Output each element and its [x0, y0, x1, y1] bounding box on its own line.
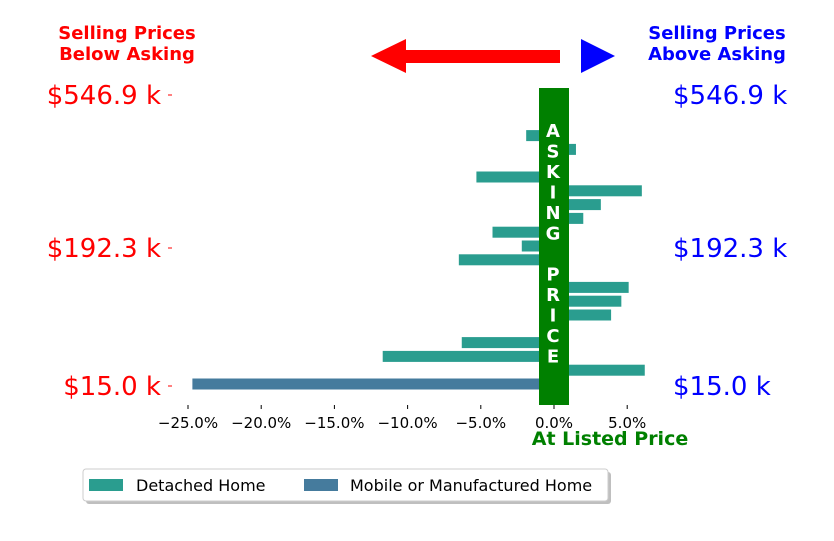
legend-swatch-detached — [89, 479, 123, 491]
x-axis: −25.0% −20.0% −15.0% −10.0% −5.0% 0.0% 5.0% — [158, 405, 646, 432]
right-price-top: $546.9 k — [673, 81, 787, 111]
at-listed-price-label: At Listed Price — [532, 428, 688, 450]
bar-0 — [192, 378, 554, 390]
bar-1 — [554, 364, 645, 376]
x-tick-label-4: −5.0% — [455, 414, 506, 432]
below-asking-line1: Selling Prices — [58, 23, 195, 44]
legend-box — [82, 468, 609, 502]
banner-letter-8: R — [546, 285, 560, 306]
bar-13 — [554, 199, 601, 211]
banner-letter-2: K — [546, 162, 561, 183]
asking-price-banner — [539, 88, 569, 405]
above-asking-line2: Above Asking — [648, 44, 786, 65]
legend-swatch-mobile — [304, 479, 338, 491]
below-asking-line2: Below Asking — [59, 44, 195, 65]
banner-letter-11: E — [547, 347, 559, 368]
bar-group — [192, 102, 645, 390]
left-price-top: $546.9 k — [47, 81, 161, 111]
right-arrow-icon — [581, 39, 615, 73]
bar-10 — [521, 240, 554, 252]
left-price-bottom: $15.0 k — [63, 372, 161, 402]
x-tick-label-6: 5.0% — [608, 414, 646, 432]
bar-6 — [554, 295, 622, 307]
x-tick-label-0: −25.0% — [158, 414, 218, 432]
right-price-mid: $192.3 k — [673, 234, 787, 264]
legend-label-mobile: Mobile or Manufactured Home — [350, 476, 592, 495]
banner-letter-1: S — [547, 142, 560, 163]
banner-letter-4: N — [545, 203, 560, 224]
x-tick-label-2: −15.0% — [304, 414, 364, 432]
banner-letter-7: P — [546, 265, 559, 286]
bar-2 — [382, 350, 554, 362]
banner-letter-5: G — [546, 224, 561, 245]
banner-letter-3: I — [550, 183, 557, 204]
bar-15 — [476, 171, 554, 183]
right-price-bottom: $15.0 k — [673, 372, 771, 402]
bar-11 — [492, 226, 554, 238]
legend: Detached Home Mobile or Manufactured Hom… — [82, 468, 611, 504]
x-tick-label-3: −10.0% — [377, 414, 437, 432]
bar-5 — [554, 309, 612, 321]
bar-14 — [554, 185, 642, 197]
banner-letter-0: A — [546, 121, 560, 142]
banner-letter-9: I — [550, 306, 557, 327]
banner-letter-10: C — [546, 326, 559, 347]
above-asking-line1: Selling Prices — [648, 23, 785, 44]
legend-label-detached: Detached Home — [136, 476, 266, 495]
bar-3 — [461, 337, 554, 349]
bar-9 — [458, 254, 554, 266]
x-tick-label-5: 0.0% — [535, 414, 573, 432]
left-price-mid: $192.3 k — [47, 234, 161, 264]
left-arrow-icon — [371, 39, 560, 73]
x-tick-label-1: −20.0% — [231, 414, 291, 432]
bar-7 — [554, 281, 629, 293]
